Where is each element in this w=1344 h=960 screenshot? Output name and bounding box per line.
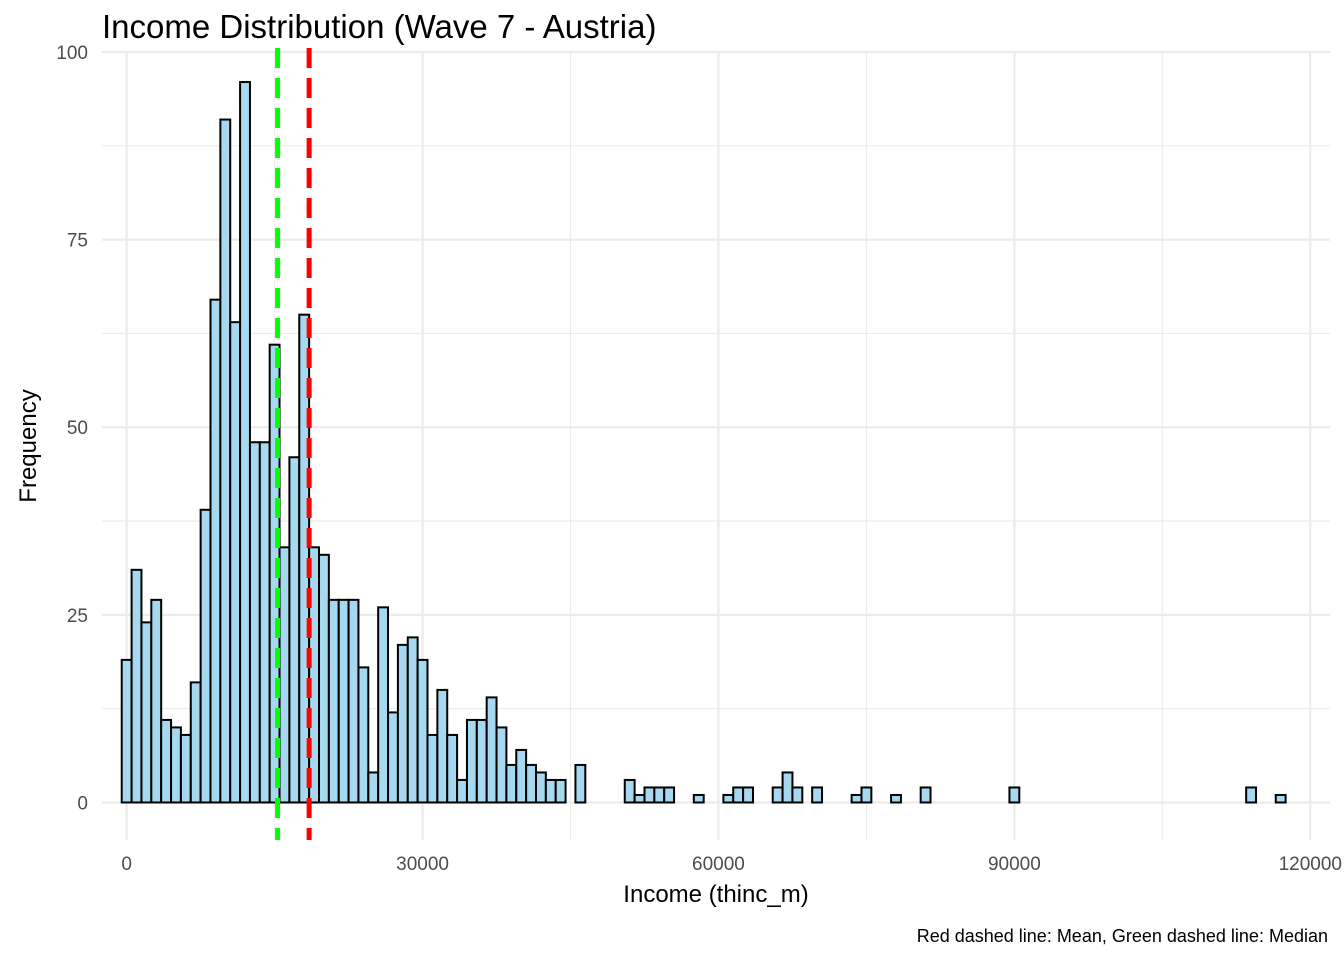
- histogram-bar: [406, 636, 419, 804]
- histogram-bar: [485, 696, 498, 804]
- histogram-bar: [781, 771, 794, 804]
- histogram-bar: [179, 733, 192, 804]
- histogram-bar: [456, 778, 468, 804]
- histogram-bar: [525, 763, 537, 804]
- histogram-bar: [771, 786, 784, 804]
- chart-caption: Red dashed line: Mean, Green dashed line…: [917, 926, 1328, 946]
- histogram-bar: [742, 786, 754, 804]
- histogram-bar: [860, 786, 873, 804]
- histogram-bar: [791, 786, 804, 804]
- histogram-bar: [732, 786, 745, 804]
- histogram-bar: [288, 456, 301, 804]
- x-tick-label: 120000: [1279, 854, 1342, 875]
- histogram-bar: [150, 598, 163, 804]
- histogram-bar: [209, 298, 222, 804]
- histogram-bar: [416, 658, 429, 804]
- histogram-bar: [199, 508, 212, 804]
- histogram-bar: [357, 666, 370, 804]
- histogram-bar: [426, 733, 439, 804]
- histogram-bar: [534, 771, 547, 804]
- y-axis-title: Frequency: [15, 389, 42, 502]
- histogram-bar: [574, 763, 587, 804]
- histogram-bar: [890, 793, 902, 804]
- histogram-bar: [692, 793, 705, 804]
- histogram-bar: [396, 643, 409, 804]
- histogram-bar: [347, 598, 360, 804]
- histogram-bar: [1008, 786, 1021, 804]
- histogram-bar: [505, 763, 518, 804]
- histogram-bar: [495, 726, 508, 804]
- histogram-bar: [633, 793, 646, 804]
- histogram-bar: [160, 718, 173, 804]
- chart-title: Income Distribution (Wave 7 - Austria): [102, 8, 657, 45]
- histogram-bar: [367, 771, 380, 804]
- histogram-bar: [229, 321, 242, 804]
- histogram-bar: [377, 606, 390, 804]
- histogram-bar: [130, 568, 143, 804]
- histogram-bar: [811, 786, 824, 804]
- y-tick-label: 75: [67, 231, 88, 252]
- y-tick-label: 25: [67, 606, 88, 627]
- histogram-bar: [465, 718, 478, 804]
- histogram-bar: [140, 621, 153, 804]
- histogram-bar: [643, 786, 656, 804]
- histogram-bar: [722, 793, 735, 804]
- x-tick-label: 60000: [692, 854, 745, 875]
- histogram-bar: [919, 786, 932, 804]
- histogram-bar: [278, 546, 291, 804]
- histogram-bar: [189, 681, 202, 804]
- histogram-bar: [1274, 793, 1287, 804]
- y-tick-label: 50: [67, 418, 88, 439]
- histogram-bars: [120, 81, 1287, 804]
- reference-lines: [275, 48, 312, 840]
- histogram-bar: [623, 778, 636, 804]
- histogram-bar: [317, 553, 330, 804]
- x-tick-label: 0: [121, 854, 132, 875]
- x-axis-title: Income (thinc_m): [623, 881, 808, 908]
- histogram-bar: [436, 688, 449, 804]
- y-axis-ticks: 0 25 50 75 100: [56, 43, 88, 814]
- histogram-bar: [515, 748, 528, 804]
- y-tick-label: 100: [56, 43, 88, 64]
- y-tick-label: 0: [77, 793, 88, 814]
- histogram-bar: [219, 118, 232, 804]
- histogram-bar: [544, 778, 557, 804]
- histogram-bar: [248, 441, 261, 804]
- histogram-bar: [308, 546, 320, 804]
- histogram-bar: [446, 733, 459, 804]
- histogram-bar: [337, 598, 350, 804]
- histogram-bar: [475, 718, 488, 804]
- histogram-bar: [327, 598, 340, 804]
- histogram-bar: [1245, 786, 1258, 804]
- x-tick-label: 30000: [396, 854, 449, 875]
- histogram-bar: [663, 786, 676, 804]
- histogram-bar: [850, 793, 863, 804]
- histogram-bar: [258, 441, 271, 804]
- histogram-bar: [387, 711, 399, 804]
- histogram-bar: [653, 786, 666, 804]
- x-tick-label: 90000: [988, 854, 1041, 875]
- histogram-bar: [120, 658, 133, 804]
- histogram-bar: [170, 726, 182, 804]
- histogram-bar: [239, 81, 251, 804]
- histogram-bar: [554, 778, 567, 804]
- x-axis-ticks: 0 30000 60000 90000 120000: [121, 854, 1342, 875]
